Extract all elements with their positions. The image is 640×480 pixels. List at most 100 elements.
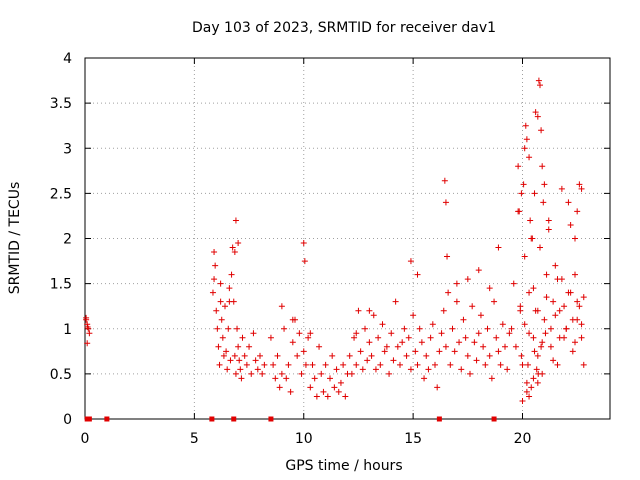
data-point (300, 240, 307, 247)
data-point (512, 343, 519, 350)
zero-marker (491, 416, 497, 422)
data-point (541, 181, 548, 188)
y-tick-label: 2 (63, 232, 72, 248)
data-point (357, 348, 364, 355)
data-point (517, 303, 524, 310)
data-point (534, 352, 541, 359)
data-point (530, 285, 537, 292)
data-point (572, 271, 578, 278)
data-point (246, 343, 253, 350)
data-point (538, 127, 545, 134)
y-tick-label: 2.5 (50, 186, 72, 202)
zero-marker (231, 416, 237, 422)
data-point (526, 393, 533, 400)
data-point (239, 334, 246, 341)
data-points (83, 77, 587, 422)
data-point (515, 163, 522, 170)
data-point (530, 334, 537, 341)
data-point (238, 375, 245, 382)
data-point (348, 370, 355, 377)
data-point (307, 330, 314, 337)
data-point (84, 323, 91, 330)
data-point (471, 339, 478, 346)
y-tick-label: 1 (63, 322, 72, 338)
data-point (436, 348, 443, 355)
data-point (311, 375, 318, 382)
data-point (276, 384, 283, 391)
data-point (212, 262, 219, 269)
data-point (305, 334, 312, 341)
y-tick-label: 1.5 (50, 277, 72, 293)
data-point (521, 321, 528, 328)
y-tick-label: 3.5 (50, 96, 72, 112)
data-point (442, 199, 449, 206)
data-point (518, 190, 525, 197)
data-point (580, 361, 587, 368)
data-point (516, 208, 523, 215)
data-point (486, 285, 493, 292)
data-point (227, 357, 234, 364)
data-point (418, 339, 425, 346)
data-point (397, 361, 403, 368)
data-point (313, 393, 320, 400)
data-point (519, 361, 526, 368)
data-point (225, 325, 232, 332)
data-point (480, 343, 487, 350)
data-point (522, 122, 529, 129)
data-point (335, 388, 342, 395)
data-point (236, 357, 243, 364)
data-point (232, 217, 239, 224)
zero-marker (268, 416, 274, 422)
data-point (556, 307, 563, 314)
data-point (488, 375, 495, 382)
data-point (482, 361, 489, 368)
data-point (475, 267, 482, 274)
data-point (231, 249, 238, 256)
data-point (545, 217, 552, 224)
data-point (410, 312, 417, 319)
x-tick-label: 15 (404, 431, 422, 447)
data-point (495, 244, 502, 251)
zero-marker (436, 416, 442, 422)
data-point (421, 375, 428, 382)
data-point (550, 298, 557, 305)
data-point (523, 388, 530, 395)
data-point (353, 361, 360, 368)
data-point (213, 307, 220, 314)
data-point (540, 199, 547, 206)
data-point (309, 361, 316, 368)
data-point (569, 348, 576, 355)
data-point (383, 343, 390, 350)
data-point (224, 366, 231, 373)
data-point (528, 384, 535, 391)
data-point (237, 366, 244, 373)
data-point (250, 330, 257, 337)
data-point (523, 379, 530, 386)
y-tick-label: 0 (63, 412, 72, 428)
data-point (394, 343, 401, 350)
data-point (86, 330, 93, 337)
data-point (392, 298, 399, 305)
chart-title: Day 103 of 2023, SRMTID for receiver dav… (192, 20, 496, 36)
data-point (469, 303, 476, 310)
data-point (449, 325, 456, 332)
data-point (475, 330, 482, 337)
data-point (235, 343, 242, 350)
data-point (445, 289, 452, 296)
data-point (289, 316, 296, 323)
data-point (520, 181, 527, 188)
data-point (287, 388, 294, 395)
data-point (228, 271, 235, 278)
data-point (217, 298, 224, 305)
data-point (386, 370, 393, 377)
data-point (565, 199, 572, 206)
data-point (230, 298, 237, 305)
data-point (407, 258, 414, 265)
data-point (209, 289, 216, 296)
y-tick-label: 0.5 (50, 367, 72, 383)
data-point (307, 384, 314, 391)
data-point (322, 361, 329, 368)
data-point (539, 163, 546, 170)
data-point (337, 379, 344, 386)
